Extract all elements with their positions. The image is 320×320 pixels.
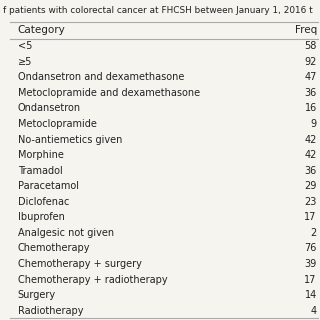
Text: 42: 42 <box>304 135 317 145</box>
Text: Chemotherapy + surgery: Chemotherapy + surgery <box>18 259 141 269</box>
Text: Morphine: Morphine <box>18 150 63 160</box>
Text: Metoclopramide: Metoclopramide <box>18 119 96 129</box>
Text: Paracetamol: Paracetamol <box>18 181 79 191</box>
Text: 9: 9 <box>311 119 317 129</box>
Text: 47: 47 <box>304 72 317 82</box>
Text: 42: 42 <box>304 150 317 160</box>
Text: 92: 92 <box>304 57 317 67</box>
Text: 17: 17 <box>304 275 317 284</box>
Text: Radiotherapy: Radiotherapy <box>18 306 83 316</box>
Text: Chemotherapy + radiotherapy: Chemotherapy + radiotherapy <box>18 275 167 284</box>
Text: 36: 36 <box>305 166 317 176</box>
Text: Category: Category <box>18 26 65 36</box>
Text: 2: 2 <box>310 228 317 238</box>
Text: 17: 17 <box>304 212 317 222</box>
Text: Chemotherapy: Chemotherapy <box>18 244 90 253</box>
Text: ≥5: ≥5 <box>18 57 32 67</box>
Text: Ondansetron: Ondansetron <box>18 103 81 114</box>
Text: Diclofenac: Diclofenac <box>18 197 69 207</box>
Text: 16: 16 <box>305 103 317 114</box>
Text: Analgesic not given: Analgesic not given <box>18 228 114 238</box>
Text: <5: <5 <box>18 41 32 51</box>
Text: 39: 39 <box>305 259 317 269</box>
Text: Freq: Freq <box>294 26 317 36</box>
Text: 14: 14 <box>305 290 317 300</box>
Text: Ibuprofen: Ibuprofen <box>18 212 64 222</box>
Text: 36: 36 <box>305 88 317 98</box>
Text: Metoclopramide and dexamethasone: Metoclopramide and dexamethasone <box>18 88 200 98</box>
Text: 4: 4 <box>311 306 317 316</box>
Text: No-antiemetics given: No-antiemetics given <box>18 135 122 145</box>
Text: 23: 23 <box>304 197 317 207</box>
Text: Surgery: Surgery <box>18 290 56 300</box>
Text: Ondansetron and dexamethasone: Ondansetron and dexamethasone <box>18 72 184 82</box>
Text: Tramadol: Tramadol <box>18 166 62 176</box>
Text: 76: 76 <box>304 244 317 253</box>
Text: 58: 58 <box>304 41 317 51</box>
Text: f patients with colorectal cancer at FHCSH between January 1, 2016 t: f patients with colorectal cancer at FHC… <box>3 6 313 15</box>
Text: 29: 29 <box>304 181 317 191</box>
